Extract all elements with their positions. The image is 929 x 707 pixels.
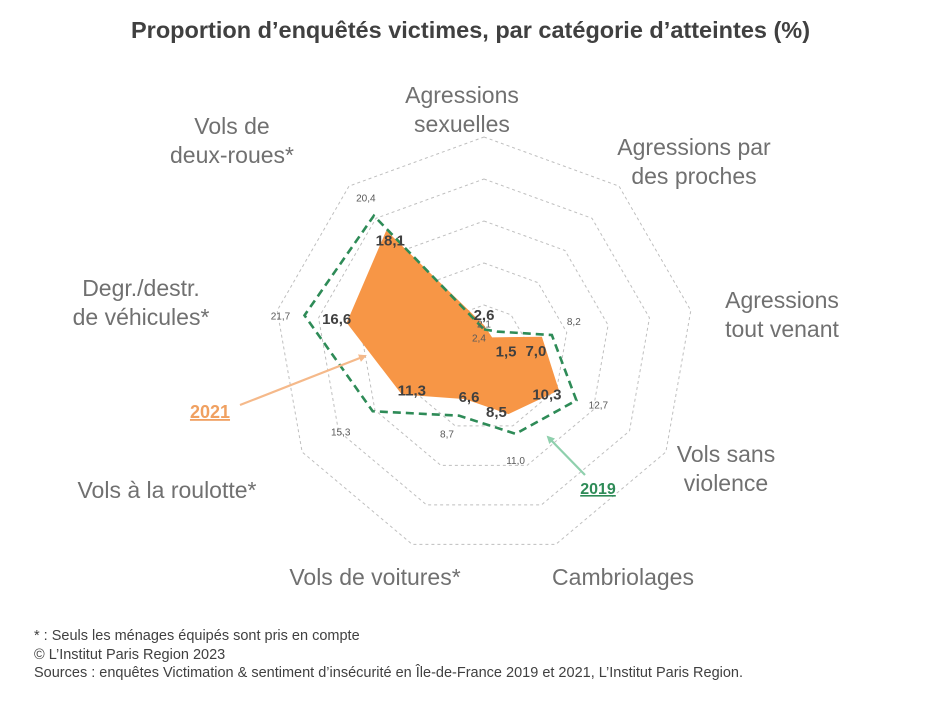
legend-2021-label: 2021 [190, 402, 230, 422]
value-2021-6: 11,3 [398, 382, 426, 399]
value-2021-4: 8,5 [486, 404, 507, 421]
category-label-2: Agressions tout venant [725, 287, 839, 342]
category-label-7: Degr./destr. de véhicules* [73, 275, 210, 330]
category-label-3: Vols sans violence [677, 441, 775, 496]
sources: Sources : enquêtes Victimation & sentime… [34, 665, 744, 681]
value-2019-8: 20,4 [356, 194, 376, 205]
legend-2019-arrow [546, 435, 586, 476]
series-2021-area [346, 230, 559, 415]
category-label-line: Vols de voitures* [289, 564, 460, 590]
category-label-line: violence [684, 470, 768, 496]
category-label-0: Agressions sexuelles [405, 82, 519, 137]
radar-grid [276, 136, 692, 545]
value-2019-4: 11,0 [506, 456, 525, 467]
value-2021-5: 6,6 [459, 389, 480, 406]
value-2021-7: 16,6 [322, 311, 351, 328]
value-2019-7: 21,7 [271, 311, 291, 322]
category-label-1: Agressions par des proches [617, 134, 771, 189]
value-2019-0: 2,1 [477, 319, 491, 330]
category-label-line: Vols sans [677, 441, 775, 467]
value-2019-3: 12,7 [589, 400, 609, 411]
grid-ring-2 [400, 262, 568, 427]
category-label-5: Vols de voitures* [289, 564, 460, 590]
category-label-line: deux-roues* [170, 142, 294, 168]
category-label-line: Cambriolages [552, 564, 694, 590]
category-label-line: Vols de [194, 113, 269, 139]
footnote: * : Seuls les ménages équipés sont pris … [34, 628, 360, 644]
value-2021-8: 18,1 [376, 233, 405, 250]
grid-ring-4 [318, 178, 650, 506]
value-2021-2: 7,0 [525, 343, 546, 360]
legend-2021-arrow [239, 354, 367, 407]
category-label-line: Agressions par [617, 134, 771, 160]
radar-legend: 2021 2019 [190, 354, 616, 498]
value-2019-2: 8,2 [567, 317, 581, 328]
value-2021-3: 10,3 [532, 386, 561, 403]
chart-title: Proportion d’enquêtés victimes, par caté… [131, 17, 811, 43]
category-label-line: des proches [631, 163, 756, 189]
category-label-line: Agressions [405, 82, 519, 108]
value-2019-6: 15,3 [331, 427, 351, 438]
value-2019-5: 8,7 [440, 430, 454, 441]
category-label-line: Degr./destr. [82, 275, 200, 301]
radar-series [302, 213, 579, 436]
legend-2019-label: 2019 [580, 481, 616, 498]
radar-labels: 2,6 1,5 7,0 10,3 8,5 6,6 11,3 16,6 18,1 2,1 2,4 8,2… [73, 82, 840, 590]
category-label-line: tout venant [725, 316, 839, 342]
series-2019-line [302, 213, 579, 436]
footer: * : Seuls les ménages équipés sont pris … [34, 627, 743, 683]
value-2021-1: 1,5 [496, 343, 517, 360]
category-label-8: Vols de deux-roues* [170, 113, 294, 168]
category-label-line: Agressions [725, 287, 839, 313]
value-2021-0: 2,6 [474, 307, 495, 324]
category-label-line: sexuelles [414, 111, 510, 137]
radar-chart: 2,6 1,5 7,0 10,3 8,5 6,6 11,3 16,6 18,1 2,1 2,4 8,2… [73, 82, 840, 590]
value-2019-1: 2,4 [472, 334, 486, 345]
copyright: © L’Institut Paris Region 2023 [34, 646, 226, 663]
grid-ring-1 [442, 304, 526, 387]
category-label-line: Vols à la roulotte* [77, 477, 256, 503]
category-label-4: Cambriolages [552, 564, 694, 590]
category-label-line: de véhicules* [73, 304, 210, 330]
category-label-6: Vols à la roulotte* [77, 477, 256, 503]
